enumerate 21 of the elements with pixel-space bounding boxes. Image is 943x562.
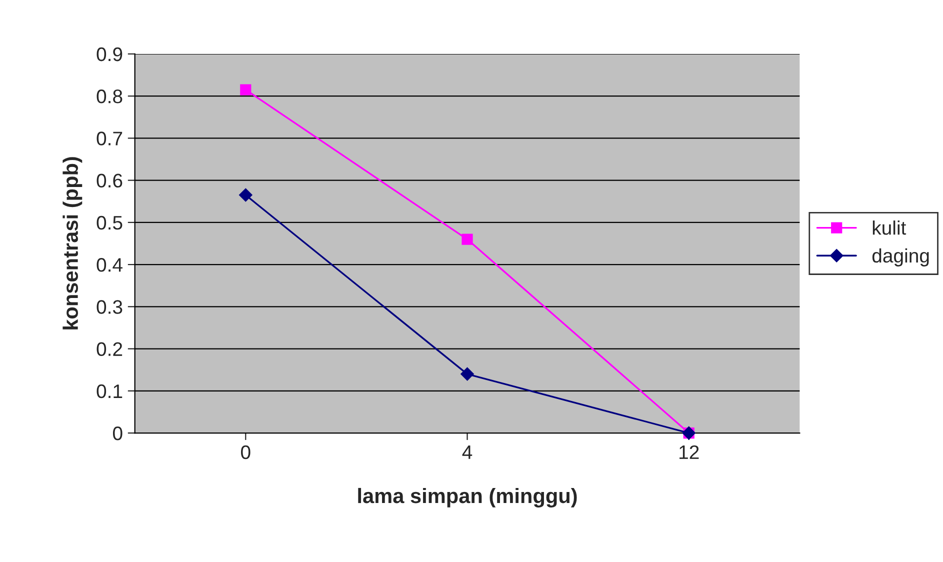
y-tick-label: 0.5 xyxy=(96,216,122,230)
y-tick-label: 0.3 xyxy=(96,300,122,314)
x-tick-label: 12 xyxy=(680,445,699,459)
y-axis-title: konsentrasi (ppb) xyxy=(62,157,82,330)
y-tick-label: 0 xyxy=(112,426,122,440)
point xyxy=(460,367,474,381)
y-tick-label: 0.1 xyxy=(96,384,122,398)
y-tick-label: 0.2 xyxy=(96,342,122,356)
y-tick-label: 0.8 xyxy=(96,90,122,104)
point xyxy=(239,188,252,202)
y-tick-label: 0.4 xyxy=(96,258,122,272)
point xyxy=(462,234,473,245)
x-axis-title: lama simpan (minggu) xyxy=(358,488,577,508)
y-tick-label: 0.6 xyxy=(96,174,122,188)
y-tick-label: 0.7 xyxy=(96,132,122,146)
legend-label: daging xyxy=(872,248,929,266)
x-tick-label: 4 xyxy=(462,446,472,459)
y-tick-label: 0.9 xyxy=(96,47,122,62)
legend-label: kulit xyxy=(872,220,906,235)
x-tick-label: 0 xyxy=(241,445,250,460)
point xyxy=(240,84,252,96)
